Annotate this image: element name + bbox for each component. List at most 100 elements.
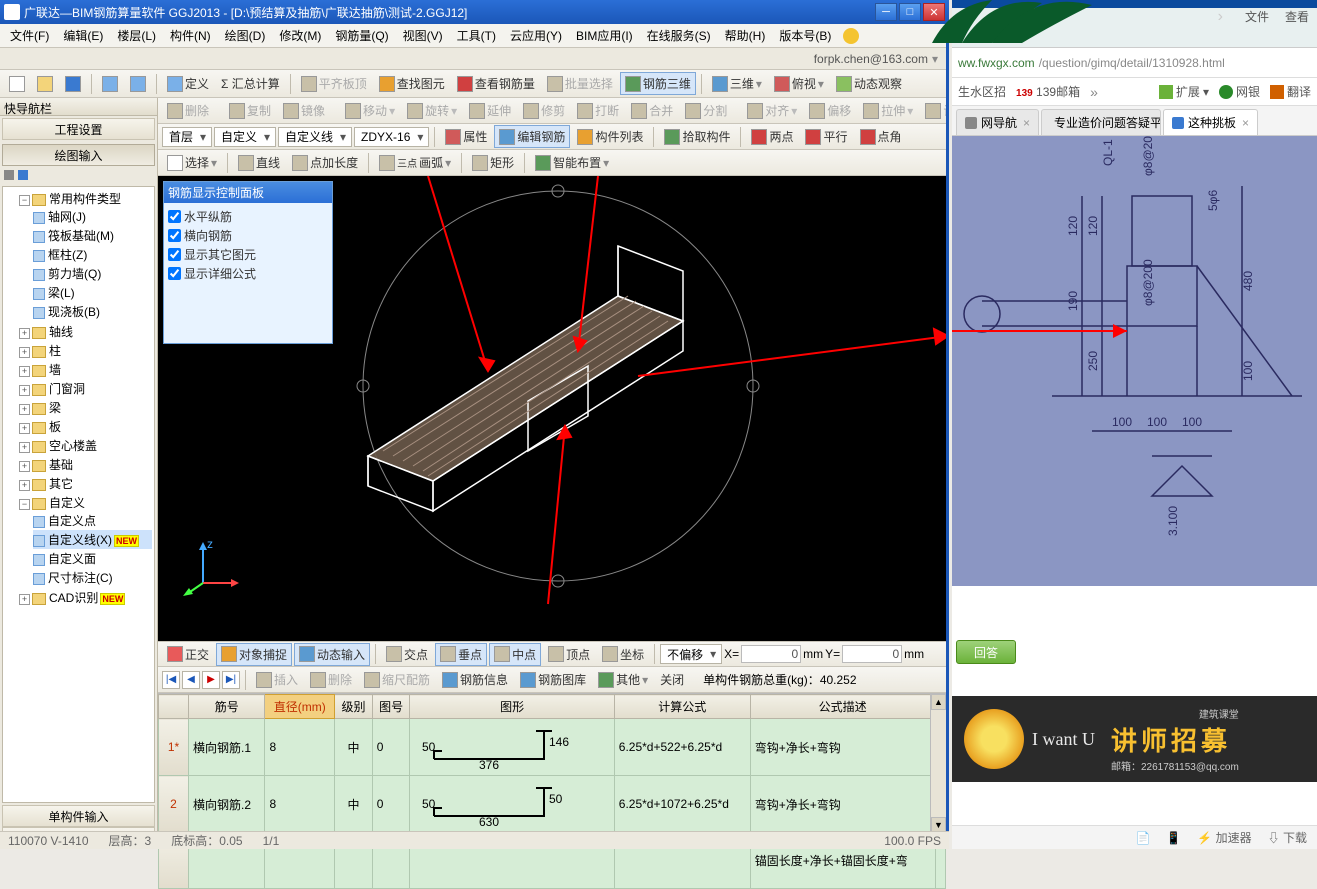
menu-item[interactable]: 视图(V): [397, 25, 449, 46]
browser-tab[interactable]: 专业造价问题答疑平台-广联达×: [1041, 109, 1161, 135]
category-dropdown[interactable]: 自定义▾: [214, 127, 276, 147]
insert-row[interactable]: 插入: [251, 668, 303, 691]
browser-file-menu[interactable]: 文件: [1245, 8, 1269, 26]
find-button[interactable]: 查找图元: [374, 72, 450, 95]
rect-button[interactable]: 矩形: [467, 151, 519, 174]
offset-button[interactable]: 偏移: [804, 99, 856, 122]
undo-button[interactable]: [97, 73, 123, 95]
browser-view-menu[interactable]: 查看: [1285, 8, 1309, 26]
chevron-right-icon[interactable]: ›: [1218, 8, 1223, 26]
attr-button[interactable]: 属性: [440, 125, 492, 148]
break-button[interactable]: 打断: [572, 99, 624, 122]
arc-button[interactable]: 三点画弧▾: [374, 151, 456, 174]
component-list-button[interactable]: 构件列表: [572, 125, 648, 148]
menu-item[interactable]: 绘图(D): [219, 25, 272, 46]
addlen-button[interactable]: 点加长度: [287, 151, 363, 174]
prev-row[interactable]: ◀: [182, 671, 200, 689]
extend-button[interactable]: 延伸: [464, 99, 516, 122]
sum-button[interactable]: Σ 汇总计算: [216, 72, 285, 95]
close-table[interactable]: 关闭: [655, 668, 689, 691]
user-email[interactable]: forpk.chen@163.com: [814, 52, 928, 66]
mid-snap[interactable]: 中点: [489, 643, 541, 666]
menu-item[interactable]: 编辑(E): [57, 25, 109, 46]
nav-drawin[interactable]: 绘图输入: [2, 144, 155, 166]
menu-item[interactable]: 钢筋量(Q): [329, 25, 394, 46]
rebar-3d-button[interactable]: 钢筋三维: [620, 72, 696, 95]
last-row[interactable]: ▶|: [222, 671, 240, 689]
status-phone-icon[interactable]: 📱: [1166, 831, 1181, 845]
menu-item[interactable]: 在线服务(S): [641, 25, 717, 46]
menu-item[interactable]: 楼层(L): [111, 25, 162, 46]
menu-item[interactable]: 版本号(B): [773, 25, 837, 46]
name-dropdown[interactable]: ZDYX-16▾: [354, 127, 429, 147]
table-vscroll[interactable]: ▲▼: [930, 694, 946, 833]
x-input[interactable]: [741, 645, 801, 663]
merge-button[interactable]: 合并: [626, 99, 678, 122]
bookmark-item[interactable]: 139 139邮箱: [1016, 83, 1080, 100]
rebar-lib[interactable]: 钢筋图库: [515, 668, 591, 691]
inter-snap[interactable]: 交点: [381, 643, 433, 666]
clip-button[interactable]: 设置夹点: [920, 99, 946, 122]
component-tree[interactable]: −常用构件类型轴网(J)筏板基础(M)框柱(Z)剪力墙(Q)梁(L)现浇板(B)…: [2, 186, 155, 803]
next-row[interactable]: ▶: [202, 671, 220, 689]
menu-item[interactable]: 构件(N): [164, 25, 217, 46]
scale-rebar[interactable]: 缩尺配筋: [359, 668, 435, 691]
look-button[interactable]: 俯视▾: [769, 72, 829, 95]
first-row[interactable]: |◀: [162, 671, 180, 689]
status-accel[interactable]: ⚡ 加速器: [1197, 829, 1251, 846]
stretch-button[interactable]: 拉伸▾: [858, 99, 918, 122]
ortho-toggle[interactable]: 正交: [162, 643, 214, 666]
align-button[interactable]: 对齐▾: [742, 99, 802, 122]
delete-row[interactable]: 删除: [305, 668, 357, 691]
ext-extend[interactable]: 扩展▾: [1159, 83, 1209, 100]
coord-snap[interactable]: 坐标: [597, 643, 649, 666]
new-button[interactable]: [4, 73, 30, 95]
save-button[interactable]: [60, 73, 86, 95]
pick-button[interactable]: 拾取构件: [659, 125, 735, 148]
split-button[interactable]: 分割: [680, 99, 732, 122]
del-button[interactable]: 删除: [162, 99, 214, 122]
maximize-button[interactable]: □: [899, 3, 921, 21]
3d-viewport[interactable]: 钢筋显示控制面板 水平纵筋 横向钢筋 显示其它图元 显示详细公式: [158, 176, 946, 641]
copy-button[interactable]: 复制: [224, 99, 276, 122]
mini-icon[interactable]: [18, 170, 28, 180]
rebar-info[interactable]: 钢筋信息: [437, 668, 513, 691]
bookmark-item[interactable]: 生水区招: [958, 83, 1006, 100]
align-button[interactable]: 平齐板顶: [296, 72, 372, 95]
select-button[interactable]: 选择▾: [162, 151, 222, 174]
mini-icon[interactable]: [4, 170, 14, 180]
browser-tab[interactable]: 这种挑板×: [1163, 109, 1258, 135]
open-button[interactable]: [32, 73, 58, 95]
type-dropdown[interactable]: 自定义线▾: [278, 127, 352, 147]
menu-item[interactable]: 帮助(H): [719, 25, 772, 46]
minimize-button[interactable]: ─: [875, 3, 897, 21]
point-angle-button[interactable]: 点角: [855, 125, 907, 148]
rebar-table[interactable]: 筋号直径(mm)级别图号图形计算公式公式描述1*横向钢筋.18中03765014…: [158, 694, 946, 889]
parallel-button[interactable]: 平行: [800, 125, 852, 148]
trim-button[interactable]: 修剪: [518, 99, 570, 122]
menu-item[interactable]: BIM应用(I): [570, 25, 639, 46]
dropdown-icon[interactable]: ▾: [932, 52, 938, 66]
two-point-button[interactable]: 两点: [746, 125, 798, 148]
browser-content[interactable]: QL-1 φ8@200 5φ6 φ8@200 120 120 190 250 4…: [952, 136, 1317, 825]
redo-button[interactable]: [125, 73, 151, 95]
other-button[interactable]: 其他▾: [593, 668, 653, 691]
ext-bank[interactable]: 网银: [1219, 83, 1260, 100]
offset-dropdown[interactable]: 不偏移▾: [660, 644, 722, 664]
view3d-button[interactable]: 三维▾: [707, 72, 767, 95]
menu-item[interactable]: 修改(M): [273, 25, 327, 46]
mirror-button[interactable]: 镜像: [278, 99, 330, 122]
menu-item[interactable]: 文件(F): [4, 25, 55, 46]
line-button[interactable]: 直线: [233, 151, 285, 174]
ext-translate[interactable]: 翻译: [1270, 83, 1311, 100]
dynin-toggle[interactable]: 动态输入: [294, 643, 370, 666]
define-button[interactable]: 定义: [162, 72, 214, 95]
edit-rebar-button[interactable]: 编辑钢筋: [494, 125, 570, 148]
apex-snap[interactable]: 顶点: [543, 643, 595, 666]
smart-layout-button[interactable]: 智能布置▾: [530, 151, 614, 174]
bee-icon[interactable]: [843, 28, 859, 44]
check-rebar-button[interactable]: 查看钢筋量: [452, 72, 540, 95]
y-input[interactable]: [842, 645, 902, 663]
bookmark-overflow[interactable]: »: [1090, 84, 1098, 100]
rotate-button[interactable]: 旋转▾: [402, 99, 462, 122]
